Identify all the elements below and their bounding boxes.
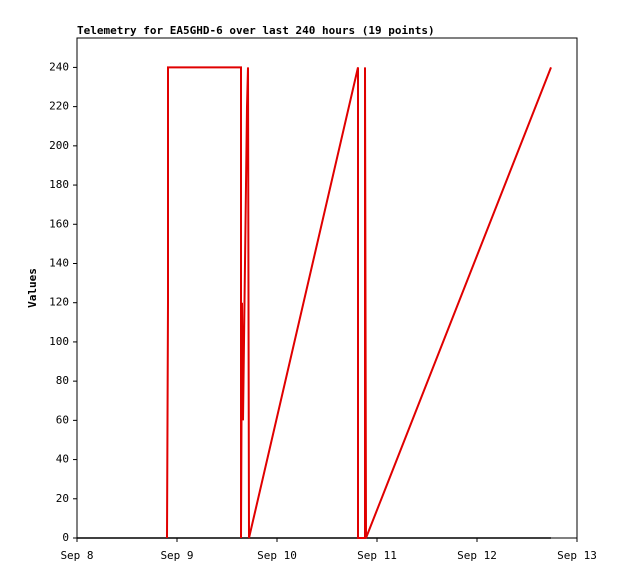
- series-line: [166, 66, 552, 539]
- y-tick-label: 40: [56, 453, 69, 466]
- y-tick-label: 100: [49, 335, 69, 348]
- y-tick-label: 220: [49, 100, 69, 113]
- x-tick-label: Sep 13: [557, 549, 597, 562]
- y-tick-label: 240: [49, 60, 69, 73]
- x-tick-label: Sep 10: [257, 549, 297, 562]
- x-tick-label: Sep 9: [160, 549, 193, 562]
- y-tick-label: 140: [49, 256, 69, 269]
- y-tick-label: 120: [49, 296, 69, 309]
- y-tick-label: 160: [49, 217, 69, 230]
- plot-frame: [76, 37, 578, 539]
- x-tick-label: Sep 12: [457, 549, 497, 562]
- x-tick-label: Sep 8: [60, 549, 93, 562]
- y-tick-label: 80: [56, 374, 69, 387]
- y-tick-label: 180: [49, 178, 69, 191]
- y-tick-label: 0: [62, 531, 69, 544]
- x-tick-label: Sep 11: [357, 549, 397, 562]
- y-tick-label: 200: [49, 139, 69, 152]
- y-axis-label: Values: [26, 268, 39, 308]
- chart-title: Telemetry for EA5GHD-6 over last 240 hou…: [77, 24, 435, 37]
- y-tick-label: 60: [56, 413, 69, 426]
- y-tick-label: 20: [56, 492, 69, 505]
